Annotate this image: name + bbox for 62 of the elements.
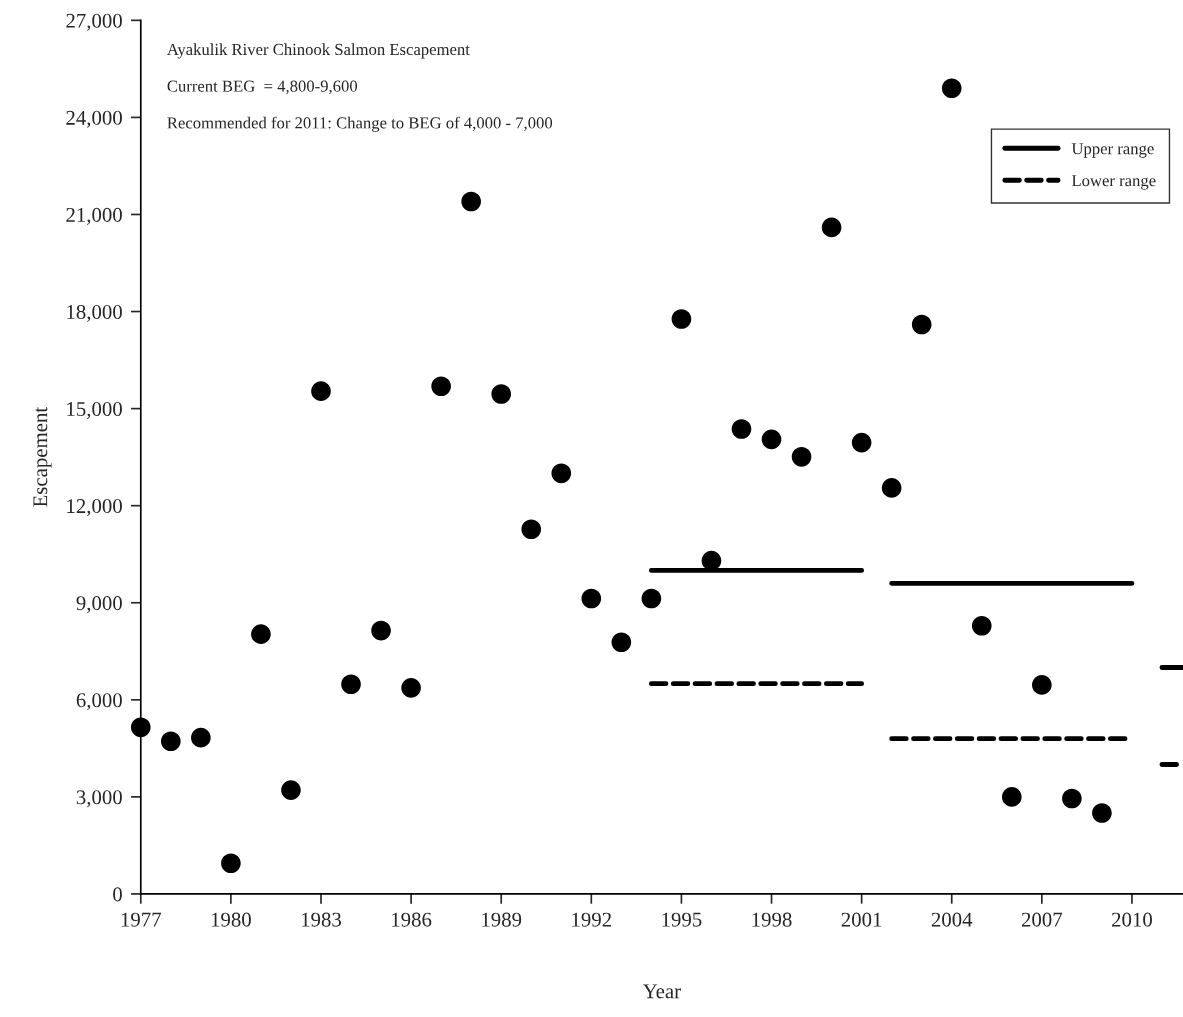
point	[731, 419, 752, 439]
point	[521, 519, 542, 540]
x-tick-label: 2007	[1021, 912, 1063, 927]
y-axis-title: Escapement	[33, 406, 52, 507]
point	[160, 731, 181, 752]
x-tick-label: 1983	[301, 912, 342, 927]
y-tick-label: 24,000	[66, 110, 122, 128]
y-tick-label: 9,000	[76, 596, 122, 614]
x-tick-label: 1977	[121, 912, 162, 927]
x-tick-label: 1992	[572, 912, 611, 927]
legend-label: Lower range	[1071, 175, 1156, 190]
point	[761, 429, 782, 450]
y-tick-label: 12,000	[67, 499, 122, 517]
y-tick-label: 3,000	[76, 790, 122, 808]
point	[611, 632, 632, 653]
point	[1032, 675, 1052, 695]
x-tick-label: 2001	[841, 912, 882, 927]
point	[431, 376, 451, 397]
x-tick-label: 1998	[752, 912, 792, 927]
y-tick-label: 0	[113, 887, 122, 902]
point	[1062, 788, 1082, 809]
point	[221, 853, 241, 874]
point	[281, 780, 301, 800]
point	[191, 727, 211, 748]
point	[491, 384, 512, 404]
point	[881, 478, 902, 498]
x-tick-label: 1980	[211, 912, 251, 927]
point	[551, 463, 572, 484]
point	[1001, 787, 1022, 807]
point	[251, 624, 271, 644]
annotation: Recommended for 2011: Change to BEG of 4,000 - 7,000	[167, 116, 553, 132]
y-tick-label: 6,000	[76, 693, 122, 711]
point	[671, 309, 692, 329]
point	[641, 588, 662, 609]
y-tick-label: 21,000	[66, 207, 122, 225]
y-tick-label: 18,000	[67, 304, 122, 322]
point	[701, 550, 722, 571]
x-tick-label: 1995	[662, 912, 702, 927]
point	[1092, 803, 1112, 823]
point	[311, 381, 331, 401]
point	[971, 615, 992, 636]
x-axis-title: Year	[642, 984, 681, 999]
point	[581, 588, 602, 609]
x-tick-label: 2004	[931, 912, 973, 927]
annotation: Ayakulik River Chinook Salmon Escapement	[167, 43, 470, 59]
y-tick-label: 27,000	[66, 13, 122, 31]
point	[851, 432, 872, 453]
point	[371, 620, 391, 641]
y-tick-label: 15,000	[67, 401, 122, 420]
x-tick-label: 2010	[1112, 912, 1152, 927]
point	[791, 447, 812, 467]
point	[461, 191, 481, 212]
x-tick-label: 1989	[482, 912, 522, 927]
point	[341, 674, 361, 695]
point	[130, 717, 151, 738]
point	[941, 78, 962, 99]
point	[401, 678, 421, 698]
legend-label: Upper range	[1071, 143, 1154, 158]
point	[911, 314, 932, 335]
x-tick-label: 1986	[392, 912, 432, 927]
point	[821, 217, 842, 238]
annotation: Current BEG = 4,800-9,600	[167, 80, 358, 95]
